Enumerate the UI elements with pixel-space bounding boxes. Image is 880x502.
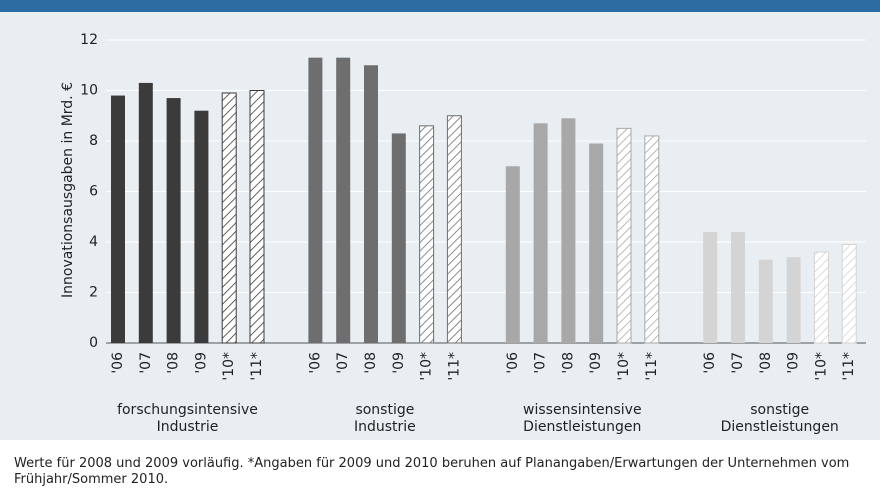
x-tick-label: '08	[560, 352, 576, 374]
group-label: wissensintensive Dienstleistungen	[523, 402, 642, 435]
chart-background	[0, 12, 880, 440]
x-tick-label: '06	[702, 352, 718, 374]
x-tick-label: '08	[758, 352, 774, 374]
x-tick-label: '07	[138, 352, 154, 374]
footnote: Werte für 2008 und 2009 vorläufig. *Anga…	[14, 456, 850, 487]
bar	[731, 231, 745, 343]
bar	[758, 259, 773, 343]
x-tick-label: '10*	[419, 352, 435, 381]
x-tick-label: '11*	[841, 352, 857, 381]
bar	[138, 82, 153, 344]
y-tick-label: 4	[89, 234, 98, 250]
x-tick-label: '09	[193, 352, 209, 374]
bar	[616, 127, 632, 344]
x-tick-label: '07	[533, 352, 549, 374]
x-tick-label: '07	[335, 352, 351, 374]
y-tick-label: 6	[89, 184, 98, 200]
x-tick-label: '10*	[221, 352, 237, 381]
x-tick-label: '09	[786, 352, 802, 374]
bar	[166, 98, 181, 343]
bar	[419, 125, 435, 344]
bar	[194, 110, 209, 343]
x-tick-label: '10*	[813, 352, 829, 381]
x-tick-label: '08	[363, 352, 379, 374]
x-tick-label: '11*	[446, 352, 462, 381]
bar	[505, 166, 520, 343]
y-tick-label: 0	[89, 335, 98, 351]
bar	[336, 57, 351, 344]
x-tick-label: '08	[166, 352, 182, 374]
y-axis-label: Innovationsausgaben in Mrd. €	[60, 82, 76, 298]
chart: Innovationsausgaben in Mrd. € 0 2 4 6 8 10 12 '…	[0, 0, 880, 440]
bar	[446, 115, 462, 344]
bar	[561, 118, 576, 344]
y-tick-label: 8	[89, 133, 98, 149]
bar	[364, 65, 378, 343]
bar	[308, 57, 323, 344]
bar	[786, 257, 801, 343]
bar	[841, 244, 857, 344]
y-tick-label: 10	[80, 83, 98, 99]
x-tick-label: '09	[391, 352, 407, 374]
bar	[644, 135, 660, 344]
x-tick-label: '10*	[616, 352, 632, 381]
x-tick-label: '06	[505, 352, 521, 374]
x-tick-label: '11*	[644, 352, 660, 381]
bar	[813, 251, 829, 344]
x-tick-label: '06	[110, 352, 126, 374]
group-label: forschungsintensive Industrie	[117, 402, 258, 435]
y-tick-label: 12	[80, 32, 98, 48]
x-tick-label: '09	[588, 352, 604, 374]
bar	[221, 92, 237, 344]
header-bar	[0, 0, 880, 12]
x-tick-label: '07	[730, 352, 746, 374]
group-label: sonstige Dienstleistungen	[720, 402, 839, 435]
group-label: sonstige Industrie	[353, 402, 416, 435]
bar	[391, 133, 406, 343]
bar	[249, 90, 265, 344]
bar	[703, 231, 718, 343]
bar	[111, 95, 125, 343]
bar	[589, 143, 604, 343]
bar	[533, 123, 548, 343]
x-tick-label: '06	[307, 352, 323, 374]
x-tick-label: '11*	[249, 352, 265, 381]
y-tick-label: 2	[89, 285, 98, 301]
